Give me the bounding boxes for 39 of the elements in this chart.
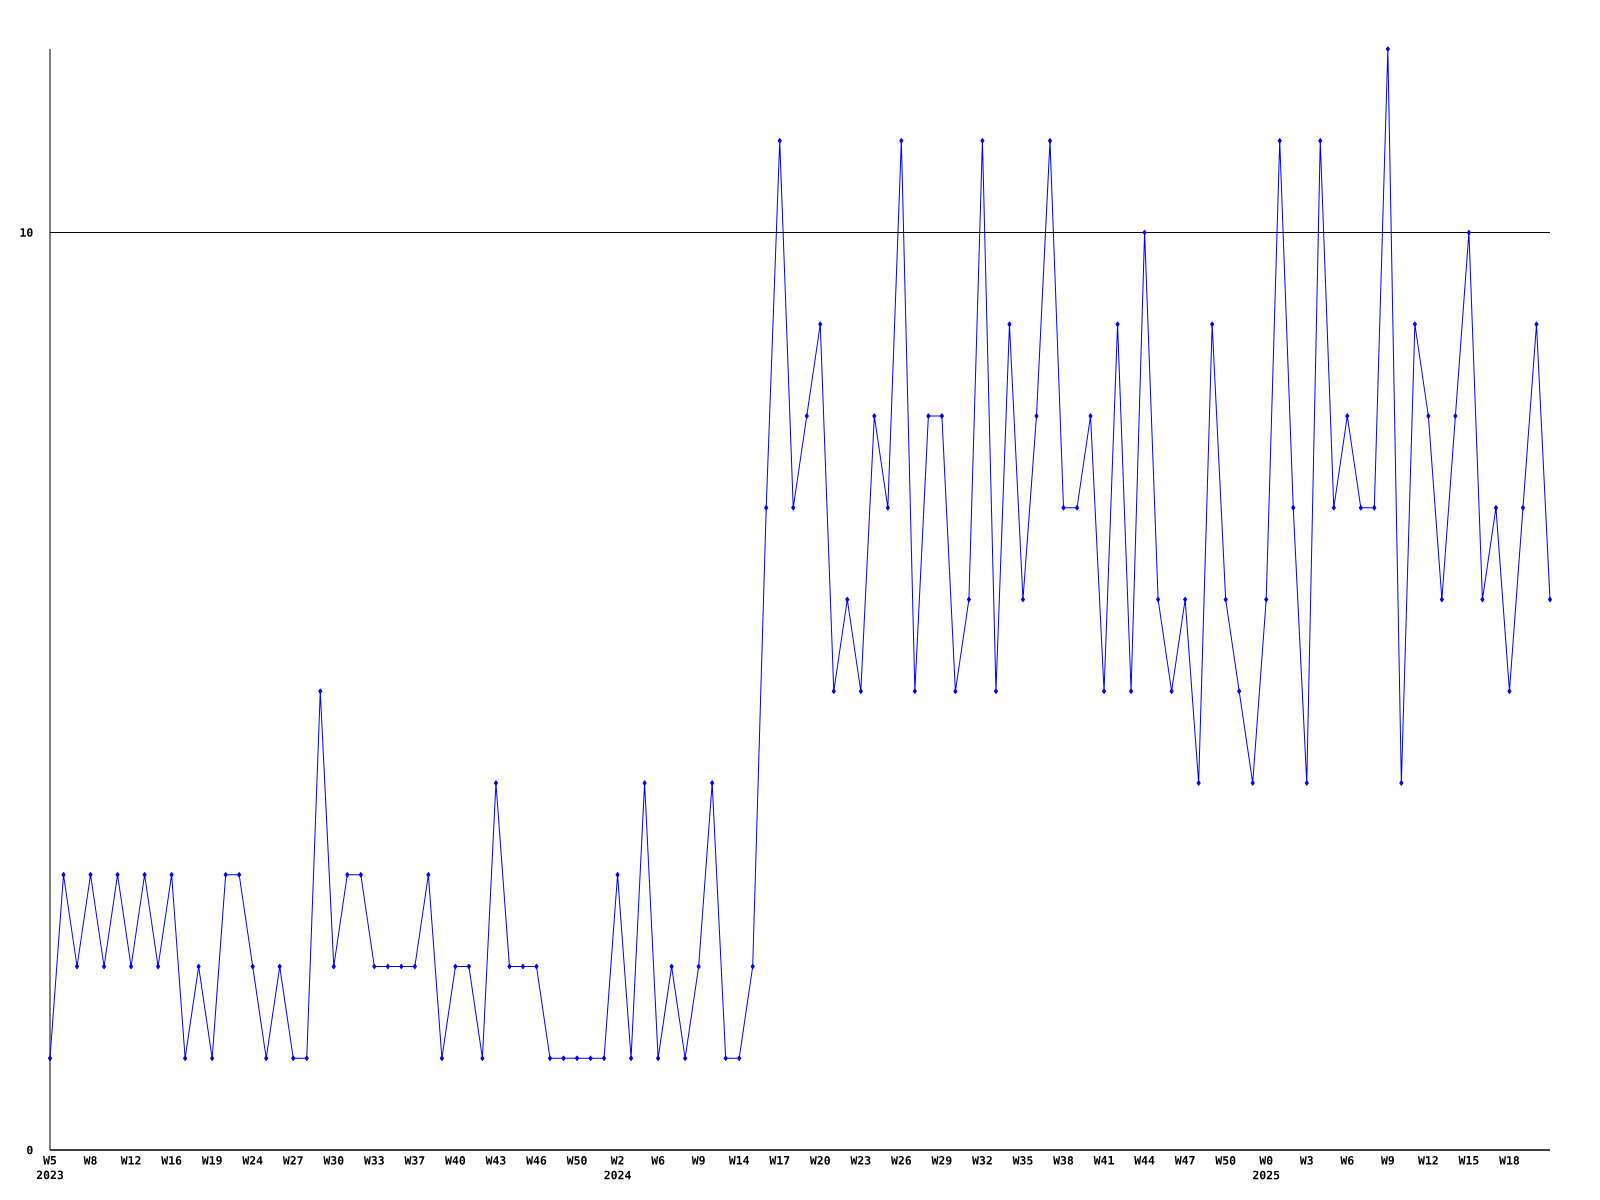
x-tick-label: W15 (1458, 1156, 1479, 1165)
x-tick-label: W18 (1499, 1156, 1520, 1165)
x-tick-label: W16 (161, 1156, 182, 1165)
x-tick-label: W37 (404, 1156, 425, 1165)
x-tick-label: W12 (1418, 1156, 1438, 1165)
x-tick-label: W12 (120, 1156, 141, 1165)
y-tick-label: 0 (27, 1145, 33, 1155)
x-tick-label: W44 (1134, 1156, 1155, 1165)
x-tick-label: W6 (651, 1156, 665, 1165)
x-tick-label: W43 (485, 1156, 506, 1165)
x-tick-label: W5 2023 (36, 1156, 64, 1180)
x-tick-label: W47 (1174, 1156, 1195, 1165)
x-tick-label: W3 (1299, 1156, 1313, 1165)
x-tick-label: W17 (769, 1156, 790, 1165)
x-tick-label: W14 (728, 1156, 750, 1165)
x-tick-label: W50 (1215, 1156, 1236, 1165)
x-tick-label: W33 (363, 1156, 384, 1165)
y-tick-label: 10 (20, 228, 33, 237)
x-tick-label: W2 2024 (604, 1156, 631, 1180)
x-tick-label: W0 2025 (1253, 1156, 1280, 1180)
x-tick-label: W26 (891, 1156, 912, 1165)
x-tick-label: W40 (445, 1156, 466, 1165)
x-tick-label: W41 (1093, 1156, 1114, 1165)
x-tick-label: W9 (691, 1156, 705, 1165)
x-tick-label: W29 (931, 1156, 952, 1165)
x-tick-label: W50 (566, 1156, 587, 1165)
x-tick-label: W6 (1340, 1156, 1354, 1165)
x-tick-label: W20 (809, 1156, 830, 1165)
x-tick-label: W19 (201, 1156, 222, 1165)
x-tick-label: W23 (850, 1156, 871, 1165)
x-tick-label: W8 (83, 1156, 97, 1165)
x-tick-label: W24 (242, 1156, 263, 1165)
x-tick-label: W9 (1380, 1156, 1395, 1165)
x-tick-label: W27 (282, 1156, 303, 1165)
x-tick-label: W35 (1012, 1156, 1033, 1165)
x-tick-label: W46 (526, 1156, 547, 1165)
x-tick-label: W32 (972, 1156, 992, 1165)
x-tick-label: W30 (323, 1156, 344, 1165)
x-tick-label: W38 (1053, 1156, 1074, 1165)
